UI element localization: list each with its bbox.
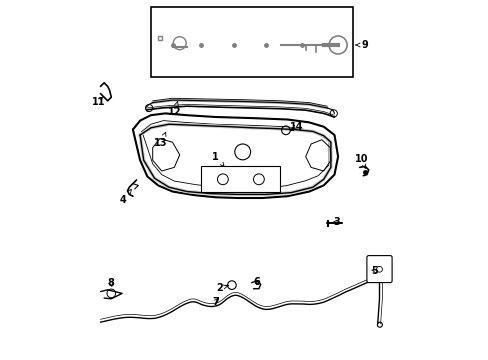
Text: 11: 11 [92,96,105,107]
Text: 9: 9 [355,40,368,50]
FancyBboxPatch shape [366,256,391,283]
Bar [201,166,280,192]
Text: 13: 13 [154,132,167,148]
Text: 4: 4 [120,189,131,205]
Text: 8: 8 [107,278,114,288]
Text: 7: 7 [212,297,219,307]
Text: 14: 14 [289,122,303,132]
Text: 2: 2 [216,283,228,293]
Text: 3: 3 [332,217,339,228]
Text: 12: 12 [167,102,181,117]
Bar [151,7,352,77]
Text: 5: 5 [371,266,377,276]
Text: 6: 6 [253,276,260,287]
Text: 10: 10 [354,154,367,168]
Text: 1: 1 [212,152,224,166]
